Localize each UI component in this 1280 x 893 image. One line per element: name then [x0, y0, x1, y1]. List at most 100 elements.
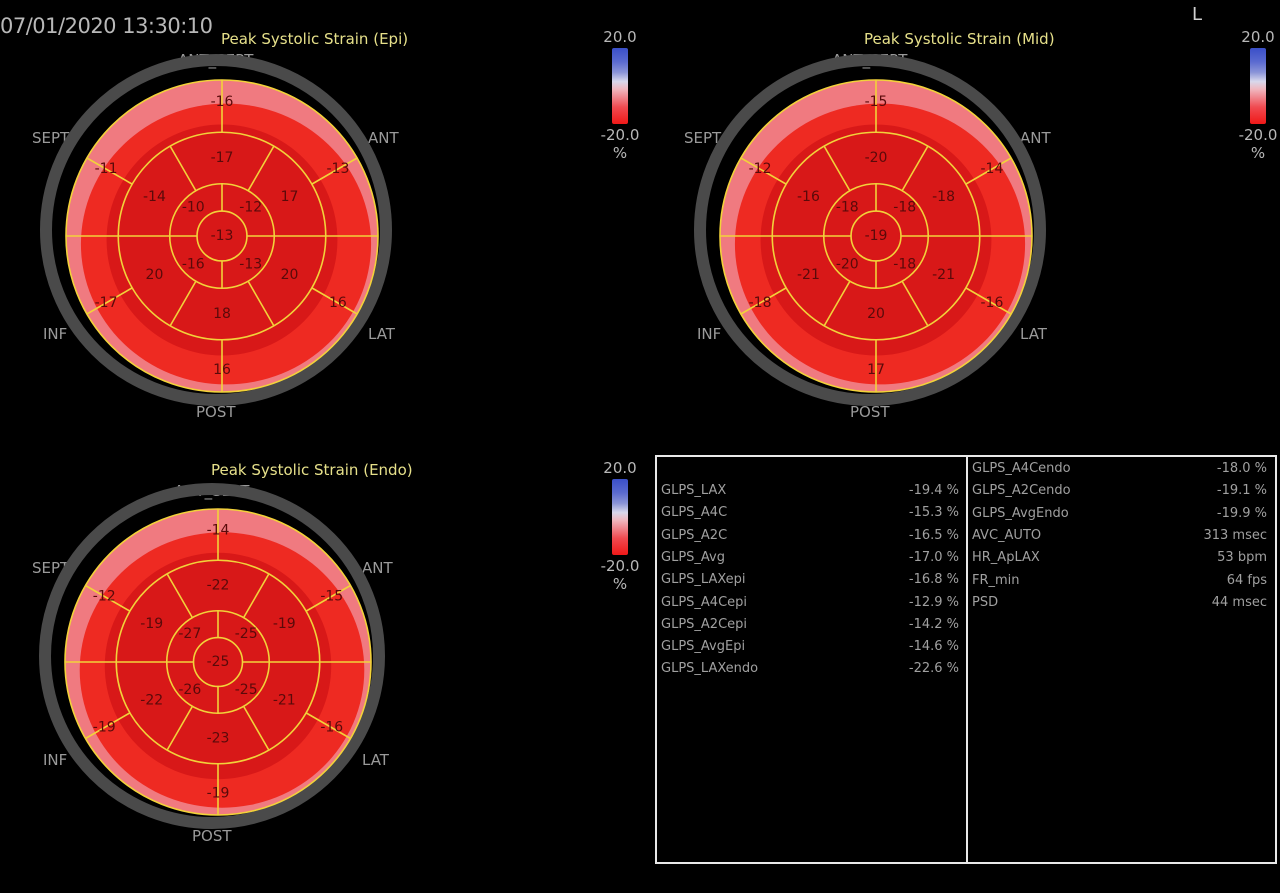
- endo-label-sept: SEPT: [32, 559, 70, 577]
- measurement-value: -15.3 %: [908, 505, 959, 521]
- endo-label-post: POST: [192, 827, 232, 845]
- measurement-row: FR_min 64 fps: [972, 573, 1267, 595]
- basal-segment-value: -14: [207, 523, 230, 539]
- measurement-row: GLPS_A2C -16.5 %: [661, 528, 959, 550]
- apical-segment-value: -25: [235, 626, 258, 642]
- measurement-label: GLPS_A4C: [661, 505, 728, 521]
- apical-segment-value: -13: [239, 257, 262, 273]
- measurement-label: HR_ApLAX: [972, 550, 1040, 566]
- measurement-row: GLPS_LAXepi -16.8 %: [661, 572, 959, 594]
- endo-title: Peak Systolic Strain (Endo): [211, 461, 413, 479]
- measurement-value: 44 msec: [1211, 594, 1267, 610]
- epi-color-legend: 20.0 -20.0 %: [590, 28, 650, 162]
- segment-grid: [719, 79, 1033, 393]
- measurement-value: -14.2 %: [908, 616, 959, 632]
- endo-label-ant: ANT: [362, 559, 393, 577]
- measurement-label: GLPS_AvgEndo: [972, 505, 1069, 521]
- measurement-row: GLPS_A2Cepi -14.2 %: [661, 617, 959, 639]
- legend-color-bar: [612, 479, 628, 555]
- outer-ring: [40, 54, 392, 406]
- mid-label-inf: INF: [697, 325, 722, 343]
- epi-label-inf: INF: [43, 325, 68, 343]
- measurement-row: GLPS_AvgEpi -14.6 %: [661, 639, 959, 661]
- measurement-value: -19.1 %: [1216, 483, 1267, 499]
- measurement-value: -17.0 %: [908, 549, 959, 565]
- legend-min: -20.0: [600, 557, 640, 575]
- measurement-value: -16.5 %: [908, 527, 959, 543]
- endo-color-legend: 20.0 -20.0 %: [590, 459, 650, 593]
- measurement-label: GLPS_LAX: [661, 483, 727, 498]
- mid-segment-value: 20: [281, 267, 299, 283]
- apex-segment-value: -25: [207, 654, 230, 670]
- legend-color-bar: [1250, 48, 1266, 124]
- measurement-value: 64 fps: [1226, 572, 1267, 588]
- basal-segment-value: -19: [207, 785, 230, 801]
- measurement-row: AVC_AUTO 313 msec: [972, 528, 1267, 550]
- mid-segment-value: -16: [797, 189, 820, 205]
- mid-label-lat: LAT: [1020, 325, 1047, 343]
- measurement-label: GLPS_A4Cendo: [972, 461, 1071, 476]
- measurement-value: -12.9 %: [908, 594, 959, 610]
- mid-segment-value: 17: [281, 189, 299, 205]
- basal-segment-value: -12: [749, 161, 772, 177]
- basal-segment-value: -14: [980, 161, 1003, 177]
- measurement-value: -18.0 %: [1216, 461, 1267, 476]
- table-divider: [966, 457, 968, 862]
- epi-label-ant: ANT: [368, 129, 399, 147]
- apical-segment-value: -12: [239, 199, 262, 215]
- endo-label-lat: LAT: [362, 751, 389, 769]
- measurement-value: -19.4 %: [908, 483, 959, 498]
- apical-segment-value: -18: [893, 199, 916, 215]
- mid-label-post: POST: [850, 403, 890, 421]
- measurement-row: PSD 44 msec: [972, 595, 1267, 617]
- basal-segment-value: 17: [867, 362, 885, 378]
- basal-segment-value: -16: [980, 295, 1003, 311]
- mid-segment-value: -21: [273, 692, 296, 708]
- mid-title: Peak Systolic Strain (Mid): [864, 30, 1055, 48]
- measurement-label: FR_min: [972, 572, 1020, 588]
- epi-label-lat: LAT: [368, 325, 395, 343]
- basal-segment-value: -16: [211, 94, 234, 110]
- measurement-label: GLPS_AvgEpi: [661, 639, 746, 655]
- basal-segment-value: -11: [95, 161, 118, 177]
- mid-segment-value: -19: [140, 616, 163, 632]
- segment-grid: [65, 79, 379, 393]
- mid-segment-value: 20: [146, 267, 164, 283]
- epi-label-post: POST: [196, 403, 236, 421]
- measurement-label: GLPS_LAXepi: [661, 572, 746, 588]
- legend-min: -20.0: [1238, 126, 1278, 144]
- measurement-label: GLPS_A2Cepi: [661, 616, 748, 632]
- mid-segment-value: -14: [143, 189, 166, 205]
- epi-label-sept: SEPT: [32, 129, 70, 147]
- epi-bullseye-plot: -16-131616-17-11-1717201820-14-12-13-16-…: [40, 54, 392, 406]
- measurement-label: GLPS_A2Cendo: [972, 483, 1071, 499]
- mid-segment-value: -18: [932, 189, 955, 205]
- orientation-marker: L: [1192, 4, 1203, 25]
- basal-segment-value: 16: [329, 295, 347, 311]
- measurement-row: GLPS_Avg -17.0 %: [661, 550, 959, 572]
- legend-max: 20.0: [1241, 28, 1275, 46]
- mid-segment-value: -21: [932, 267, 955, 283]
- measurement-row: GLPS_A4C -15.3 %: [661, 505, 959, 527]
- apex-segment-value: -13: [211, 228, 234, 244]
- basal-segment-value: -12: [93, 588, 116, 604]
- basal-segment-value: -17: [95, 295, 118, 311]
- legend-min: -20.0: [600, 126, 640, 144]
- apical-segment-value: -18: [893, 257, 916, 273]
- measurement-value: 53 bpm: [1217, 550, 1267, 566]
- measurement-value: -19.9 %: [1216, 505, 1267, 521]
- endo-bullseye-plot: -14-15-16-19-19-12-22-19-21-23-22-19-25-…: [39, 483, 385, 829]
- legend-max: 20.0: [603, 28, 637, 46]
- mid-segment-value: 18: [213, 306, 231, 322]
- mid-segment-value: -17: [211, 150, 234, 166]
- measurement-row: GLPS_AvgEndo -19.9 %: [972, 506, 1267, 528]
- outer-ring: [694, 54, 1046, 406]
- mid-segment-value: -22: [140, 692, 163, 708]
- mid-segment-value: 20: [867, 306, 885, 322]
- legend-unit: %: [612, 575, 628, 593]
- measurement-label: GLPS_Avg: [661, 549, 725, 565]
- measurement-label: PSD: [972, 594, 999, 610]
- measurement-value: -16.8 %: [908, 572, 959, 588]
- outer-ring: [39, 483, 385, 829]
- segment-grid: [64, 508, 372, 816]
